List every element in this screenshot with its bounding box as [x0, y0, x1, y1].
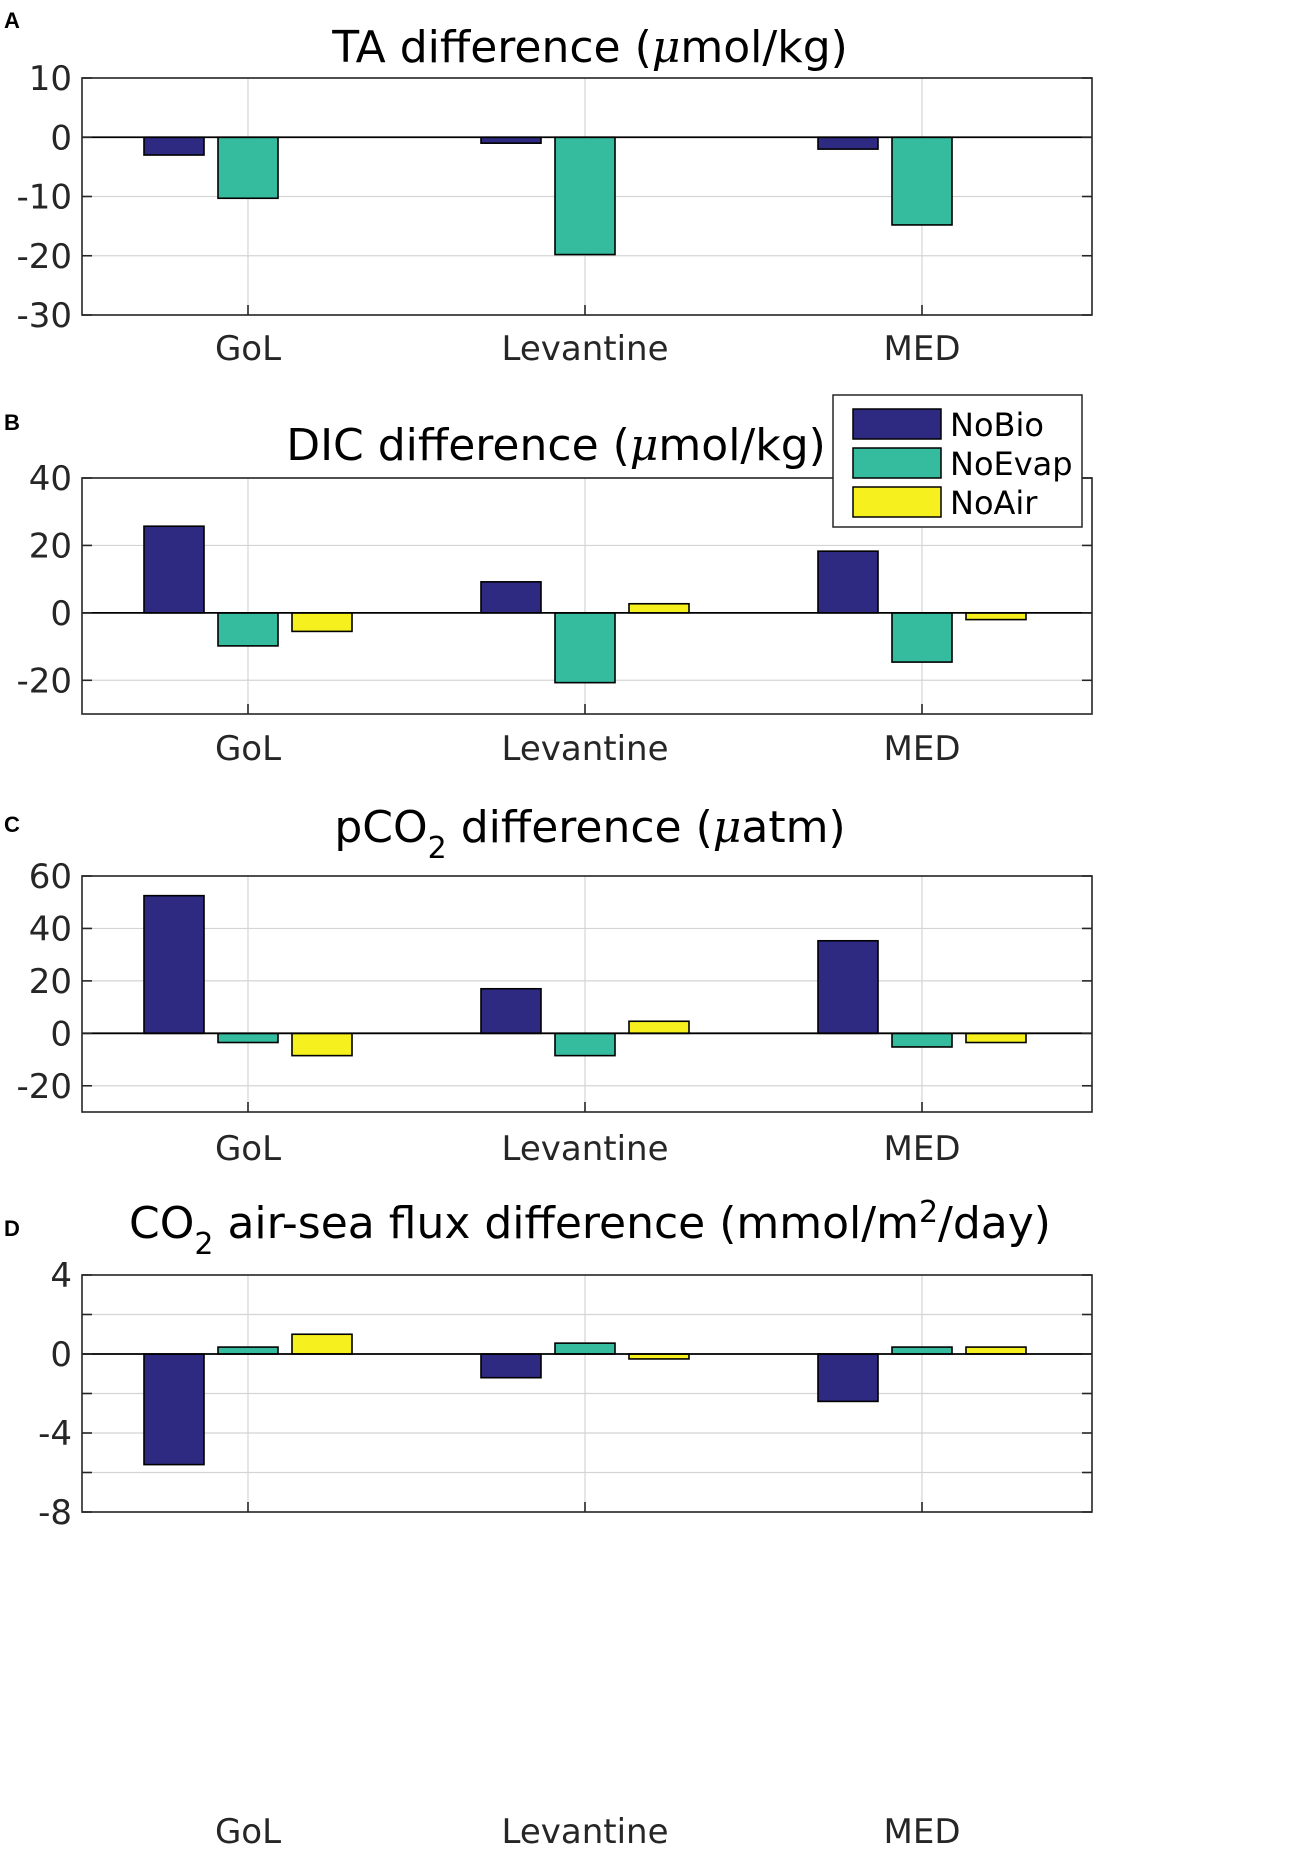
bar-noevap-levantine [554, 1032, 616, 1057]
y-tick-label: 10 [29, 59, 72, 99]
x-tick-label-med: MED [884, 1129, 961, 1169]
y-tick-label: 0 [50, 1014, 72, 1054]
x-tick-label-levantine: Levantine [501, 1129, 668, 1169]
y-tick-label: -10 [16, 178, 72, 218]
panel-title-b: DIC difference (μmol/kg) [286, 420, 826, 471]
y-tick-label: -20 [16, 661, 72, 701]
bar-nobio-med [817, 1353, 879, 1403]
y-tick-label: 0 [50, 594, 72, 634]
axes-frame [81, 875, 1093, 1113]
y-tick-label: 0 [50, 118, 72, 158]
y-tick-label: 0 [50, 1335, 72, 1375]
x-tick-label-gol: GoL [215, 1129, 281, 1169]
panel-d: D CO2 air-sea flux difference (mmol/m2/d… [4, 1195, 1093, 1850]
bar-noevap-med [891, 612, 953, 663]
legend-swatch-nobio [852, 408, 942, 440]
bar-noair-gol [291, 1333, 353, 1355]
bar-noevap-gol [217, 136, 279, 200]
bar-nobio-levantine [480, 987, 542, 1035]
x-tick-label-med: MED [884, 329, 961, 369]
y-tick-label: 20 [29, 526, 72, 566]
legend-label-noair: NoAir [950, 484, 1038, 522]
bar-noair-med [965, 612, 1027, 621]
y-tick-label: -8 [38, 1493, 72, 1533]
y-tick-label: 40 [29, 909, 72, 949]
panel-c: C pCO2 difference (μatm) 60 40 20 0 -20 GoL Le… [4, 802, 1093, 1169]
bar-noevap-med [891, 1346, 953, 1355]
bar-noevap-med [891, 136, 953, 226]
bar-nobio-med [817, 550, 879, 614]
plot-area-c: 60 40 20 0 -20 GoL Levantine MED [16, 857, 1093, 1169]
bar-nobio-med [817, 136, 879, 150]
y-tick-label: -20 [16, 1067, 72, 1107]
plot-area-a: 10 0 -10 -20 -30 GoL Levantine MED [16, 59, 1093, 369]
bar-noevap-med [891, 1032, 953, 1048]
legend: NoBio NoEvap NoAir [832, 394, 1083, 528]
panel-label-d: D [4, 1216, 20, 1241]
legend-label-nobio: NoBio [950, 406, 1044, 444]
bar-noair-med [965, 1346, 1027, 1355]
bar-nobio-gol [143, 1353, 205, 1466]
bar-noair-gol [291, 1032, 353, 1057]
y-tick-label: 20 [29, 962, 72, 1002]
x-tick-label-gol: GoL [215, 1812, 281, 1850]
x-tick-label-gol: GoL [215, 329, 281, 369]
bar-nobio-gol [143, 894, 205, 1035]
legend-label-noevap: NoEvap [950, 445, 1073, 483]
bar-noevap-levantine [554, 136, 616, 256]
bar-nobio-levantine [480, 581, 542, 614]
bar-noevap-levantine [554, 612, 616, 684]
bar-nobio-gol [143, 525, 205, 614]
legend-swatch-noevap [852, 447, 942, 479]
x-tick-label-med: MED [884, 1812, 961, 1850]
bar-noevap-levantine [554, 1342, 616, 1355]
bar-nobio-med [817, 939, 879, 1035]
y-tick-label: -30 [16, 296, 72, 336]
bar-nobio-levantine [480, 1353, 542, 1379]
x-tick-label-levantine: Levantine [501, 1812, 668, 1850]
bar-noair-med [965, 1032, 1027, 1044]
panel-label-c: C [4, 812, 20, 837]
plot-area-d: 4 0 -4 -8 GoL Levantine MED [38, 1256, 1093, 1850]
bar-noair-levantine [628, 1020, 690, 1035]
bar-noair-levantine [628, 602, 690, 614]
y-tick-label: 4 [50, 1256, 72, 1296]
x-tick-label-levantine: Levantine [501, 729, 668, 769]
bar-noair-gol [291, 612, 353, 633]
y-tick-label: -20 [16, 237, 72, 277]
plot-background [82, 876, 1092, 1112]
bar-noevap-gol [217, 1032, 279, 1044]
bar-nobio-gol [143, 136, 205, 156]
y-tick-label: -4 [38, 1414, 72, 1454]
bar-noevap-gol [217, 1346, 279, 1355]
panel-title-a: TA difference (μmol/kg) [331, 22, 848, 73]
panel-title-d: CO2 air-sea flux difference (mmol/m2/day… [129, 1195, 1051, 1262]
y-tick-label: 60 [29, 857, 72, 897]
x-tick-label-gol: GoL [215, 729, 281, 769]
axes-frame [81, 477, 1093, 715]
panel-a: A TA difference (μmol/kg) 10 0 -10 -20 -30 Go… [4, 8, 1093, 369]
x-tick-label-med: MED [884, 729, 961, 769]
bar-noevap-gol [217, 612, 279, 647]
y-tick-label: 40 [29, 459, 72, 499]
panel-label-b: B [4, 410, 20, 435]
x-tick-label-levantine: Levantine [501, 329, 668, 369]
panel-title-c: pCO2 difference (μatm) [334, 802, 845, 866]
legend-swatch-noair [852, 486, 942, 518]
panel-label-a: A [4, 8, 20, 33]
